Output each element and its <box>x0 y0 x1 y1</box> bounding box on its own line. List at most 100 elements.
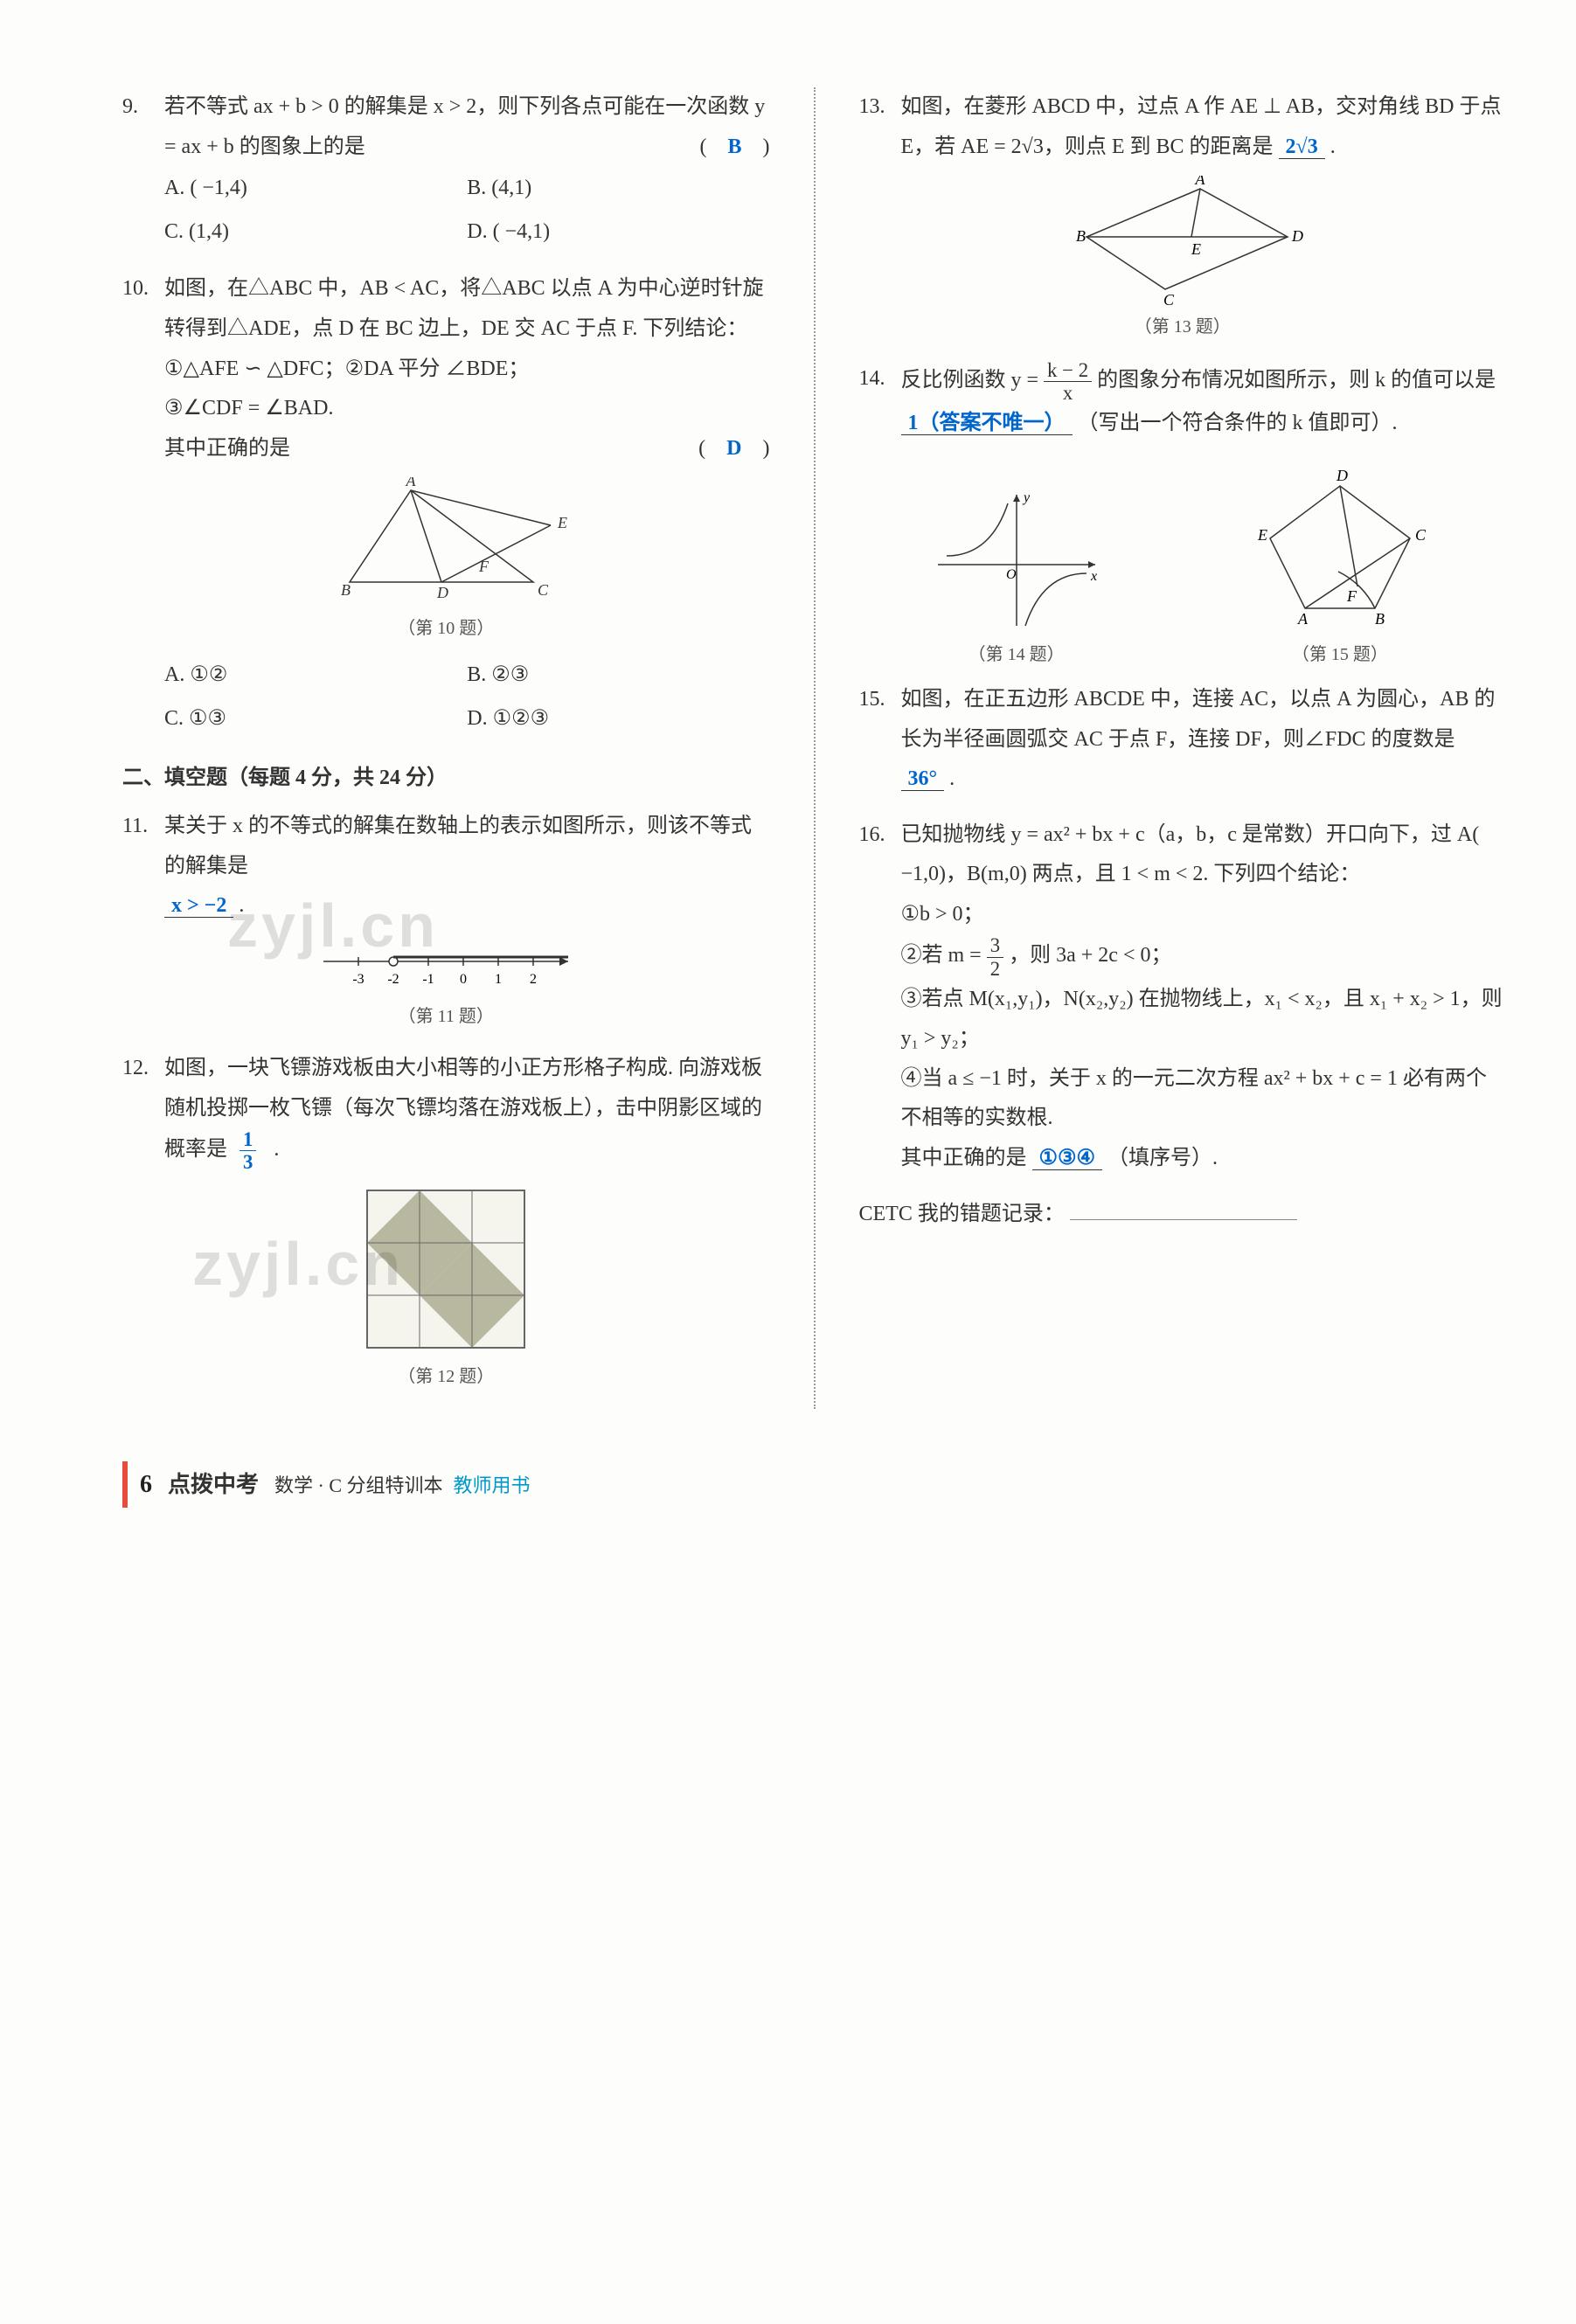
question-11: 11. 某关于 x 的不等式的解集在数轴上的表示如图所示，则该不等式的解集是 x… <box>122 807 770 1033</box>
book-subtitle: 数学 · C 分组特训本 <box>274 1474 443 1496</box>
q16-number: 16. <box>859 815 885 856</box>
q11-tick-5: 2 <box>530 972 537 987</box>
question-16: 16. 已知抛物线 y = ax² + bx + c（a，b，c 是常数）开口向… <box>859 815 1507 1179</box>
q10-number: 10. <box>122 269 149 309</box>
q16-c3: ③若点 M(x₁,y₁)，N(x₂,y₂) 在抛物线上，x₁ < x₂，且 x₁… <box>859 980 1507 1059</box>
q14-fraction: k − 2x <box>1044 359 1092 404</box>
q10-svg: A B C D E F <box>315 477 577 608</box>
q10-answer: D <box>726 437 741 460</box>
q10-stmt-3: 其中正确的是 <box>164 429 290 469</box>
q9-text: 若不等式 ax + b > 0 的解集是 x > 2，则下列各点可能在一次函数 … <box>164 95 765 158</box>
q14-text-b: 的图象分布情况如图所示，则 k 的值可以是 <box>1097 369 1496 392</box>
q15-svg: A B C D E F <box>1244 468 1436 635</box>
page-footer: 6 点拨中考 数学 · C 分组特训本 教师用书 <box>122 1461 1506 1508</box>
q10-opt-b: B. ②③ <box>467 654 769 697</box>
question-15: 15. 如图，在正五边形 ABCDE 中，连接 AC，以点 A 为圆心，AB 的… <box>859 680 1507 800</box>
section-2-header: 二、填空题（每题 4 分，共 24 分） <box>122 759 770 799</box>
q10-label-f: F <box>478 558 489 575</box>
q16-tail-line: 其中正确的是 ①③④ （填序号）. <box>859 1139 1507 1179</box>
q13-caption: （第 13 题） <box>859 310 1507 343</box>
q10-opt-c: C. ①③ <box>164 697 467 741</box>
question-10: 10. 如图，在△ABC 中，AB < AC，将△ABC 以点 A 为中心逆时针… <box>122 269 770 740</box>
q9-answer: B <box>727 135 741 158</box>
q15-figure: A B C D E F （第 15 题） <box>1244 468 1436 671</box>
q11-tick-2: -1 <box>423 972 434 987</box>
q16-answer: ①③④ <box>1032 1147 1103 1170</box>
q14-frac-d: x <box>1044 382 1092 404</box>
q13-svg: A B C D E <box>1060 176 1305 307</box>
column-divider <box>814 87 816 1409</box>
q15-text: 如图，在正五边形 ABCDE 中，连接 AC，以点 A 为圆心，AB 的长为半径… <box>901 688 1496 751</box>
q12-caption: （第 12 题） <box>122 1360 770 1393</box>
q13-lbl-c: C <box>1163 291 1175 307</box>
q10-label-b: B <box>341 581 351 599</box>
q15-answer: 36° <box>901 767 945 791</box>
q9-answer-bracket: ( B ) <box>699 128 769 168</box>
book-title: 点拨中考 <box>168 1472 259 1497</box>
q11-tick-4: 1 <box>495 972 502 987</box>
q10-stmt-2: ③∠CDF = ∠BAD. <box>122 389 770 429</box>
q15-lbl-f: F <box>1346 587 1357 605</box>
q13-figure: A B C D E （第 13 题） <box>859 176 1507 343</box>
right-column: 13. 如图，在菱形 ABCD 中，过点 A 作 AE ⊥ AB，交对角线 BD… <box>859 87 1507 1409</box>
q11-answer-line: x > −2 . <box>122 886 770 926</box>
q15-lbl-c: C <box>1415 526 1427 544</box>
q14-figure: y x O （第 14 题） <box>929 486 1104 671</box>
q14-origin: O <box>1006 567 1017 582</box>
q15-lbl-d: D <box>1336 468 1348 484</box>
cetc-label: CETC 我的错题记录： <box>859 1203 1065 1225</box>
q11-caption: （第 11 题） <box>122 1000 770 1033</box>
cetc-notes: CETC 我的错题记录： <box>859 1195 1507 1235</box>
q10-answer-bracket: ( D ) <box>698 429 769 469</box>
q14-ylabel: y <box>1022 490 1031 505</box>
q15-number: 15. <box>859 680 885 720</box>
footer-left: 6 点拨中考 数学 · C 分组特训本 教师用书 <box>122 1461 531 1508</box>
question-13: 13. 如图，在菱形 ABCD 中，过点 A 作 AE ⊥ AB，交对角线 BD… <box>859 87 1507 343</box>
teacher-edition: 教师用书 <box>454 1474 531 1496</box>
q9-number: 9. <box>122 87 138 128</box>
page-number: 6 <box>140 1471 152 1498</box>
q12-ans-den: 3 <box>240 1151 256 1173</box>
q16-tail: 其中正确的是 <box>901 1147 1027 1169</box>
q13-answer: 2√3 <box>1279 135 1325 159</box>
q9-opt-a: A. ( −1,4) <box>164 167 467 211</box>
q14-xlabel: x <box>1090 569 1097 584</box>
q13-number: 13. <box>859 87 885 128</box>
q10-label-a: A <box>406 477 417 489</box>
q15-lbl-e: E <box>1257 526 1267 544</box>
q14-caption: （第 14 题） <box>929 638 1104 671</box>
q16-c2-num: 3 <box>987 934 1003 957</box>
q11-tick-3: 0 <box>460 972 467 987</box>
q16-c2-frac: 32 <box>987 934 1003 979</box>
q15-caption: （第 15 题） <box>1244 638 1436 671</box>
q16-c4: ④当 a ≤ −1 时，关于 x 的一元二次方程 ax² + bx + c = … <box>859 1059 1507 1139</box>
q10-label-e: E <box>557 514 567 531</box>
q12-number: 12. <box>122 1049 149 1089</box>
page-container: 9. 若不等式 ax + b > 0 的解集是 x > 2，则下列各点可能在一次… <box>122 87 1506 1409</box>
q10-caption: （第 10 题） <box>122 612 770 645</box>
q12-figure: （第 12 题） <box>122 1182 770 1393</box>
q12-svg <box>358 1182 533 1356</box>
figures-14-15-row: y x O （第 14 题） A B C D <box>859 460 1507 680</box>
q10-text: 如图，在△ABC 中，AB < AC，将△ABC 以点 A 为中心逆时针旋转得到… <box>164 277 764 340</box>
q16-c1: ①b > 0； <box>859 895 1507 935</box>
q9-options: A. ( −1,4) B. (4,1) C. (1,4) D. ( −4,1) <box>122 167 770 253</box>
q10-opt-a: A. ①② <box>164 654 467 697</box>
question-9: 9. 若不等式 ax + b > 0 的解集是 x > 2，则下列各点可能在一次… <box>122 87 770 253</box>
q11-tick-0: -3 <box>353 972 364 987</box>
q11-tick-1: -2 <box>388 972 399 987</box>
q16-text: 已知抛物线 y = ax² + bx + c（a，b，c 是常数）开口向下，过 … <box>901 823 1480 886</box>
q10-figure: A B C D E F （第 10 题） <box>122 477 770 645</box>
q14-answer: 1（答案不唯一） <box>901 412 1073 435</box>
q16-c2a: ②若 m = <box>901 945 987 968</box>
q9-opt-b: B. (4,1) <box>467 167 769 211</box>
cetc-blank[interactable] <box>1070 1219 1297 1220</box>
q14-frac-n: k − 2 <box>1044 359 1092 382</box>
q16-c2b: ，则 3a + 2c < 0； <box>1009 945 1171 968</box>
q12-answer-frac: 13 <box>240 1128 256 1173</box>
left-column: 9. 若不等式 ax + b > 0 的解集是 x > 2，则下列各点可能在一次… <box>122 87 770 1409</box>
q10-label-d: D <box>436 584 448 601</box>
q15-lbl-b: B <box>1375 610 1385 628</box>
q10-opt-d: D. ①②③ <box>467 697 769 741</box>
q10-stmt-1: ①△AFE ∽ △DFC；②DA 平分 ∠BDE； <box>122 350 770 390</box>
